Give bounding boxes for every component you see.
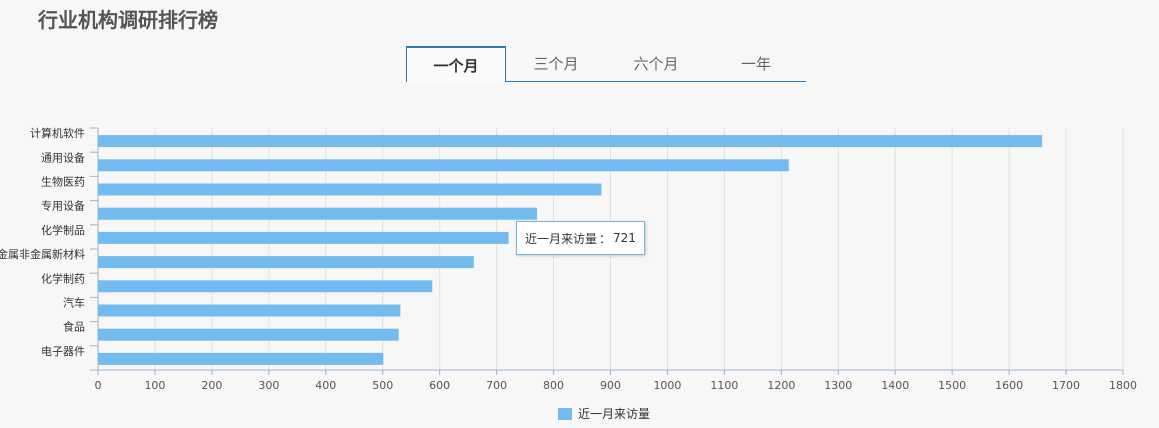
- x-tick-label: 900: [600, 379, 621, 392]
- bar: [98, 231, 509, 244]
- bar: [98, 328, 399, 341]
- x-tick-label: 1500: [938, 379, 966, 392]
- category-label: 化学制药: [41, 271, 85, 285]
- chart-tooltip: 近一月来访量： 721: [516, 221, 645, 255]
- bar: [98, 280, 433, 293]
- legend-label: 近一月来访量: [578, 407, 651, 421]
- x-tick-label: 400: [315, 379, 336, 392]
- tooltip-separator: ：: [599, 231, 612, 246]
- page-title: 行业机构调研排行榜: [38, 8, 218, 32]
- category-label: 计算机软件: [30, 126, 85, 140]
- category-label: 通用设备: [41, 150, 85, 164]
- category-label: 电子器件: [41, 345, 85, 358]
- x-tick-label: 500: [372, 379, 393, 392]
- x-tick-label: 700: [486, 379, 507, 392]
- bar: [98, 304, 401, 317]
- bar: [98, 207, 538, 220]
- bar: [98, 159, 789, 172]
- tooltip-value: 721: [613, 231, 636, 245]
- category-label: 汽车: [63, 296, 85, 310]
- x-tick-label: 200: [201, 379, 222, 392]
- x-tick-label: 800: [543, 379, 564, 392]
- tab-six-months[interactable]: 六个月: [633, 55, 679, 73]
- x-tick-label: 1200: [767, 379, 795, 392]
- x-tick-label: 0: [95, 379, 102, 392]
- bar: [98, 183, 602, 196]
- x-tick-label: 1400: [881, 379, 909, 392]
- legend-swatch: [558, 407, 572, 420]
- tab-one-month[interactable]: 一个月: [406, 46, 506, 82]
- period-tabs: 一个月 三个月 六个月 一年: [406, 46, 806, 82]
- tooltip-label: 近一月来访量: [525, 231, 598, 246]
- category-label: 食品: [63, 320, 85, 334]
- x-tick-label: 1100: [710, 379, 738, 392]
- tab-three-months[interactable]: 三个月: [533, 55, 579, 73]
- x-tick-label: 100: [144, 379, 165, 392]
- x-tick-label: 1000: [653, 379, 681, 392]
- category-label: 金属非金属新材料: [0, 247, 85, 261]
- category-label: 专用设备: [41, 199, 85, 213]
- chart-legend[interactable]: 近一月来访量: [558, 405, 650, 422]
- bar: [98, 352, 384, 365]
- x-tick-label: 300: [258, 379, 279, 392]
- bar: [98, 135, 1043, 148]
- x-tick-label: 1600: [995, 379, 1023, 392]
- x-tick-label: 1700: [1052, 379, 1080, 392]
- tab-one-year[interactable]: 一年: [740, 55, 771, 73]
- x-tick-label: 600: [429, 379, 450, 392]
- x-tick-label: 1300: [824, 379, 852, 392]
- x-tick-label: 1800: [1109, 379, 1137, 392]
- bar: [98, 256, 474, 269]
- category-label: 生物医药: [41, 175, 85, 189]
- category-label: 化学制品: [41, 223, 85, 237]
